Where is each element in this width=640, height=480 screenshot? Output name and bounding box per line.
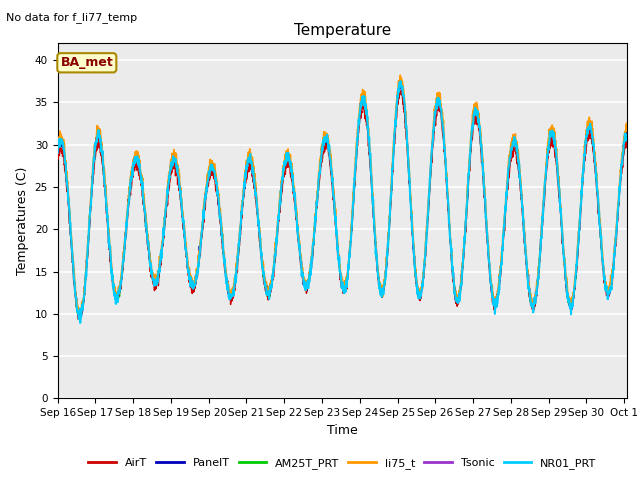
Text: No data for f_li77_temp: No data for f_li77_temp <box>6 12 138 23</box>
Title: Temperature: Temperature <box>294 23 391 38</box>
X-axis label: Time: Time <box>327 424 358 437</box>
Legend: AirT, PanelT, AM25T_PRT, li75_t, Tsonic, NR01_PRT: AirT, PanelT, AM25T_PRT, li75_t, Tsonic,… <box>84 454 601 473</box>
Y-axis label: Temperatures (C): Temperatures (C) <box>16 167 29 275</box>
Text: BA_met: BA_met <box>60 56 113 69</box>
